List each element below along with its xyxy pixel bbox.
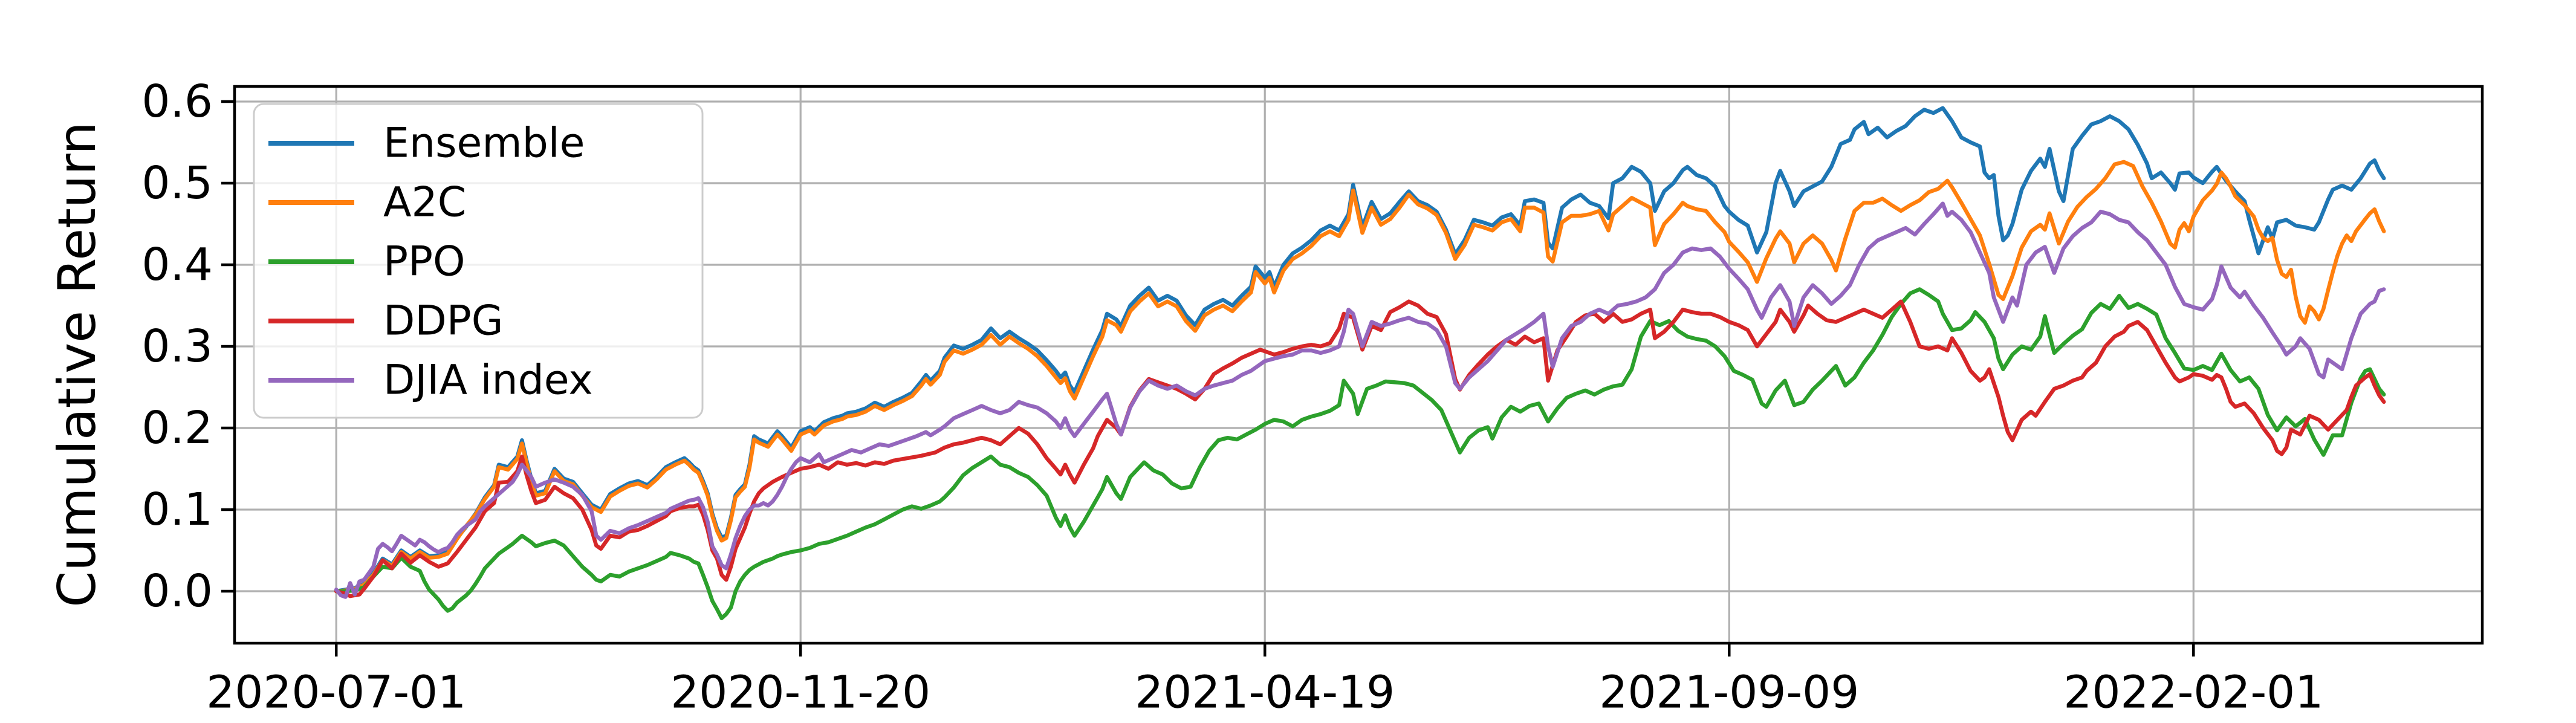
legend: Ensemble A2C PPO DDPG DJIA index (253, 103, 704, 419)
y-tick-label: 0.4 (141, 239, 213, 291)
series-line-a2c (334, 160, 2386, 594)
y-tick-label: 0.2 (141, 402, 213, 454)
series-line-ppo (334, 287, 2386, 620)
data-series (334, 106, 2386, 620)
x-tick-label: 2021-04-19 (1135, 666, 1395, 718)
legend-label: DDPG (383, 297, 503, 345)
y-axis-label: Cumulative Return (47, 122, 108, 608)
y-tick-label: 0.6 (141, 76, 213, 128)
legend-label: Ensemble (383, 120, 585, 167)
tick-labels: 0.0 0.1 0.2 0.3 0.4 0.5 0.6 2020-07-01 2020-11-2… (141, 76, 2323, 718)
legend-box (253, 103, 704, 419)
series-line-ddpg (334, 299, 2386, 598)
y-tick-label: 0.5 (141, 157, 213, 209)
y-tick-label: 0.3 (141, 320, 213, 372)
legend-label: A2C (383, 179, 466, 227)
series-line-djia-index (334, 201, 2386, 599)
y-tick-label: 0.0 (141, 565, 213, 617)
plot-border (233, 85, 2484, 645)
y-tick-label: 0.1 (141, 484, 213, 536)
x-tick-label: 2020-07-01 (206, 666, 466, 718)
legend-label: DJIA index (383, 357, 593, 404)
axes (221, 85, 2484, 657)
legend-label: PPO (383, 238, 466, 286)
x-tick-label: 2022-02-01 (2063, 666, 2323, 718)
x-tick-label: 2021-09-09 (1599, 666, 1859, 718)
x-tick-label: 2020-11-20 (670, 666, 930, 718)
